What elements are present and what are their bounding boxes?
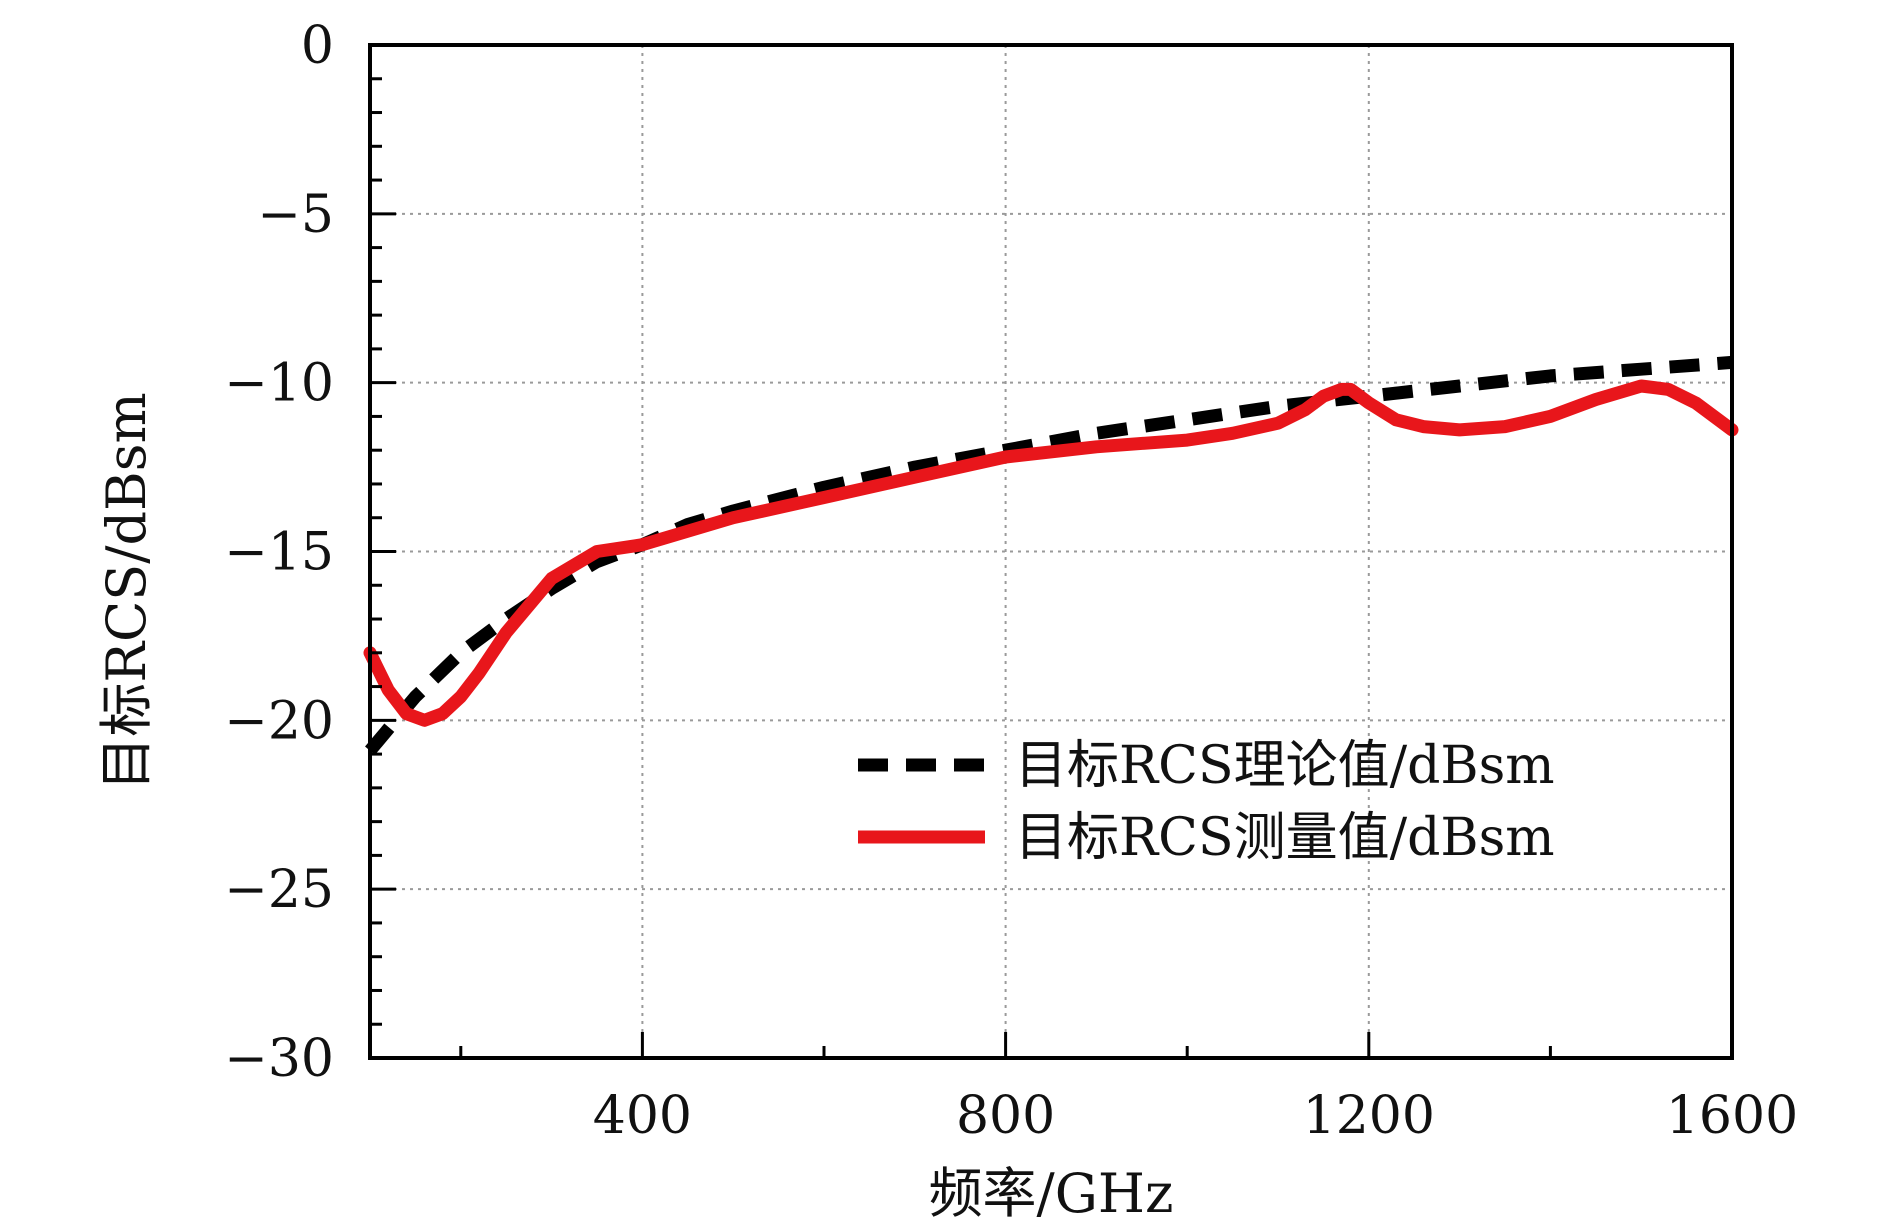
x-axis-title: 频率/GHz — [929, 1162, 1174, 1225]
legend-label-theory: 目标RCS理论值/dBsm — [1015, 736, 1555, 796]
y-tick-label: −5 — [257, 185, 334, 245]
grid-lines — [370, 45, 1732, 1058]
x-tick-label: 1200 — [1303, 1086, 1435, 1146]
axis-ticks — [370, 43, 1734, 1060]
x-tick-label: 800 — [956, 1086, 1055, 1146]
x-tick-label: 400 — [593, 1086, 692, 1146]
y-tick-label: 0 — [301, 16, 334, 76]
series-layer — [363, 355, 1739, 755]
x-tick-label: 1600 — [1666, 1086, 1798, 1146]
y-tick-label: −20 — [224, 691, 334, 751]
y-axis-title: 目标RCS/dBsm — [95, 392, 158, 790]
legend-label-measured: 目标RCS测量值/dBsm — [1015, 808, 1555, 868]
series-line-measured — [363, 379, 1739, 727]
legend: 目标RCS理论值/dBsm 目标RCS测量值/dBsm — [858, 736, 1555, 868]
y-tick-label: −15 — [224, 523, 334, 583]
y-tick-label: −10 — [224, 354, 334, 414]
y-tick-label: −30 — [224, 1029, 334, 1089]
y-tick-label: −25 — [224, 860, 334, 920]
tick-labels: 0 −5 −10 −15 −20 −25 −30 400 800 1200 1600 — [224, 16, 1798, 1146]
